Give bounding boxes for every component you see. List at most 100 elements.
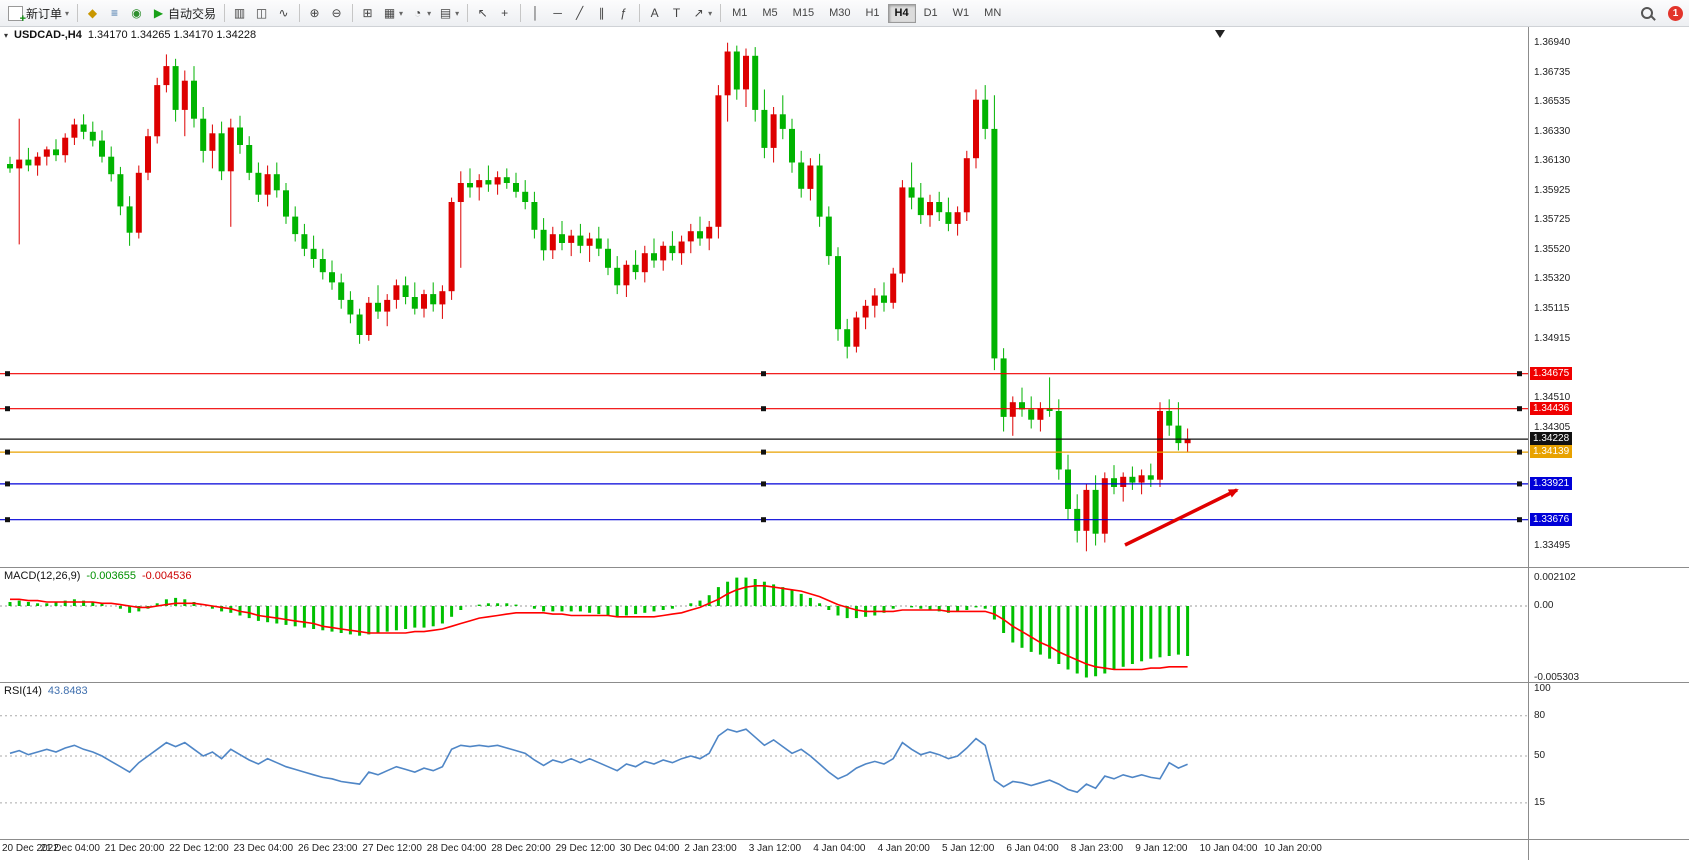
chart-ohlc: 1.34170 1.34265 1.34170 1.34228 (87, 29, 257, 41)
vline-icon: │ (531, 6, 540, 20)
dropdown-arrow-icon: ▾ (399, 8, 404, 18)
auto-trading-button-label: 自动交易 (168, 6, 217, 21)
price-tick-label: 1.34305 (1534, 421, 1571, 433)
crosshair-button[interactable]: + (494, 2, 516, 24)
line-handle[interactable] (5, 406, 10, 412)
period-button[interactable]: ◔ ▾ (407, 2, 435, 24)
price-tick-label: 1.36940 (1534, 36, 1571, 48)
zoom-in-button[interactable]: ⊕ (304, 2, 326, 24)
navigator-button[interactable]: ◉ (126, 2, 148, 24)
metaeditor-button[interactable]: ◆ (82, 2, 104, 24)
timeframe-h1-button[interactable]: H1 (858, 4, 886, 23)
timeframe-m1-button[interactable]: M1 (725, 4, 754, 23)
trend-arrow[interactable] (1124, 488, 1239, 547)
time-label: 26 Dec 23:00 (298, 843, 358, 854)
macd-tick-label: 0.002102 (1534, 571, 1576, 583)
templates-icon: ▤ (439, 6, 452, 20)
price-tag: 1.34436 (1530, 401, 1573, 415)
horizontal-line-button[interactable]: ─ (547, 2, 569, 24)
line-handle[interactable] (761, 371, 766, 377)
candlestick-chart-button[interactable]: ◫ (251, 2, 273, 24)
toolbar-separator (520, 4, 522, 22)
toolbar-separator (224, 4, 226, 22)
line-handle[interactable] (5, 481, 10, 487)
notification-badge[interactable]: 1 (1668, 5, 1683, 21)
candles-icon: ◫ (255, 6, 268, 20)
line-handle[interactable] (1517, 481, 1522, 487)
text-icon: A (650, 6, 659, 20)
time-axis[interactable]: 20 Dec 2022 21 Dec 04:00 21 Dec 20:00 22 De… (0, 839, 1689, 860)
price-tag: 1.34675 (1530, 366, 1573, 380)
time-label: 28 Dec 04:00 (426, 843, 487, 854)
market-watch-button[interactable]: ≡ (104, 2, 126, 24)
bars-icon: ▥ (233, 6, 246, 20)
rsi-plot[interactable] (0, 683, 1528, 839)
timeframe-m5-button[interactable]: M5 (755, 4, 784, 23)
trendline-icon: ╱ (575, 6, 584, 20)
zoom-out-button[interactable]: ⊖ (326, 2, 348, 24)
timeframe-w1-button[interactable]: W1 (946, 4, 977, 23)
time-label: 27 Dec 12:00 (362, 843, 422, 854)
line-handle[interactable] (1517, 449, 1522, 455)
price-tick-label: 1.36330 (1534, 125, 1571, 137)
line-handle[interactable] (761, 517, 766, 523)
line-handle[interactable] (5, 371, 10, 377)
line-handle[interactable] (1517, 371, 1522, 377)
text-label-button[interactable]: T (666, 2, 688, 24)
time-label: 9 Jan 12:00 (1135, 843, 1188, 854)
timeframe-d1-button[interactable]: D1 (917, 4, 945, 23)
collapse-triangle-icon[interactable]: ▾ (4, 30, 9, 40)
price-tick-label: 1.36130 (1534, 155, 1571, 167)
line-handle[interactable] (5, 517, 10, 523)
trendline-button[interactable]: ╱ (569, 2, 591, 24)
price-tick-label: 1.35725 (1534, 214, 1571, 226)
line-handle[interactable] (1517, 517, 1522, 523)
cursor-button[interactable]: ↖ (472, 2, 494, 24)
line-handle[interactable] (5, 449, 10, 455)
price-chart-plot[interactable] (0, 27, 1528, 567)
hline-icon: ─ (553, 6, 562, 20)
cursor-icon: ↖ (477, 6, 488, 20)
channel-button[interactable]: ∥ (591, 2, 613, 24)
price-tick-label: 1.34510 (1534, 391, 1571, 403)
macd-axis[interactable]: 0.002102 0.00 -0.005303 (1528, 568, 1689, 683)
line-handle[interactable] (761, 481, 766, 487)
fibonacci-icon: ƒ (620, 6, 627, 20)
price-axis[interactable]: 1.34675 1.34436 1.34228 1.34139 1.33921 1.336… (1528, 27, 1689, 567)
templates-button[interactable]: ▤ ▾ (435, 2, 463, 24)
horizontal-lines[interactable] (0, 371, 1528, 523)
macd-name: MACD(12,26,9) (4, 570, 81, 582)
price-tag: 1.34228 (1530, 432, 1573, 446)
arrows-button[interactable]: ↗ ▾ (688, 2, 716, 24)
rsi-axis[interactable]: 100 80 50 15 (1528, 683, 1689, 839)
toolbar-separator (352, 4, 354, 22)
price-tag: 1.33676 (1530, 512, 1573, 526)
rsi-tick-label: 80 (1534, 709, 1546, 721)
line-handle[interactable] (1517, 406, 1522, 412)
bar-chart-button[interactable]: ▥ (229, 2, 251, 24)
chart-shift-marker[interactable] (1215, 30, 1225, 38)
tile-windows-button[interactable]: ⊞ (357, 2, 379, 24)
line-handle[interactable] (761, 449, 766, 455)
rsi-tick-label: 50 (1534, 750, 1546, 761)
channel-icon: ∥ (598, 6, 605, 20)
timeframe-mn-button[interactable]: MN (977, 4, 1008, 23)
line-handle[interactable] (761, 406, 766, 412)
new-order-button[interactable]: 新订单▾ (4, 2, 73, 25)
line-chart-button[interactable]: ∿ (273, 2, 295, 24)
arrows-icon: ↗ (693, 6, 704, 20)
macd-plot[interactable] (0, 568, 1528, 682)
new-chart-button[interactable]: ▦ ▾ (379, 2, 407, 24)
timeframe-m30-button[interactable]: M30 (822, 4, 857, 23)
vertical-line-button[interactable]: │ (525, 2, 547, 24)
new-order-icon (8, 5, 26, 25)
fibonacci-button[interactable]: ƒ (613, 2, 635, 24)
timeframe-h4-button[interactable]: H4 (887, 3, 916, 23)
auto-trading-button[interactable]: ▶ 自动交易 (148, 2, 220, 24)
timeframe-m15-button[interactable]: M15 (786, 4, 821, 23)
toolbar-separator (639, 4, 641, 22)
text-button[interactable]: A (644, 2, 666, 24)
toolbar: 新订单▾◆≡◉▶自动交易▥◫∿⊕⊖⊞▦▾◔▾▤▾↖+│─╱∥ƒAT↗▾M1M5M… (0, 0, 1689, 27)
search-button[interactable] (1638, 2, 1660, 24)
